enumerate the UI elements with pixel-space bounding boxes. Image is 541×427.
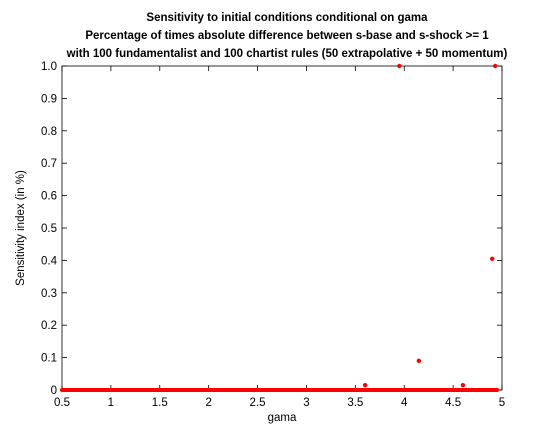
y-tick-label: 0.5 bbox=[41, 223, 57, 235]
y-tick-label: 0.8 bbox=[41, 126, 57, 138]
y-axis: 0 0.1 0.2 0.3 0.4 0.5 0.6 0.7 0.8 0.9 1.0 bbox=[41, 61, 502, 397]
y-tick-label: 0.1 bbox=[41, 353, 57, 365]
x-tick-label: 4 bbox=[401, 397, 408, 409]
data-point bbox=[490, 256, 495, 261]
chart-title-line-1: Sensitivity to initial conditions condit… bbox=[146, 12, 428, 24]
x-axis: 0.5 1 1.5 2 2.5 3 3.5 4 4.5 5 bbox=[54, 66, 505, 409]
y-axis-label: Sensitivity index (in %) bbox=[15, 170, 27, 286]
data-point bbox=[397, 63, 402, 69]
data-point bbox=[416, 358, 422, 364]
x-tick-label: 4.5 bbox=[445, 397, 461, 409]
y-tick-label: 0.4 bbox=[41, 255, 58, 267]
x-tick-label: 1.5 bbox=[152, 397, 168, 409]
data-series bbox=[60, 63, 500, 392]
x-tick-label: 3.5 bbox=[347, 397, 363, 409]
data-point bbox=[492, 63, 498, 69]
chart-title-line-3: with 100 fundamentalist and 100 chartist… bbox=[66, 48, 508, 60]
data-point bbox=[362, 382, 368, 388]
chart-title-line-2: Percentage of times absolute difference … bbox=[85, 30, 489, 42]
x-tick-label: 0.5 bbox=[54, 397, 70, 409]
y-tick-label: 0 bbox=[51, 385, 57, 397]
x-tick-label: 2.5 bbox=[250, 397, 266, 409]
x-tick-label: 3 bbox=[303, 397, 309, 409]
data-point bbox=[460, 382, 466, 388]
x-tick-label: 1 bbox=[108, 397, 114, 409]
y-tick-label: 1.0 bbox=[41, 61, 57, 73]
y-tick-label: 0.6 bbox=[41, 191, 57, 203]
y-tick-label: 0.7 bbox=[41, 158, 57, 170]
y-tick-label: 0.3 bbox=[41, 288, 57, 300]
x-tick-label: 2 bbox=[205, 397, 211, 409]
x-tick-label: 5 bbox=[499, 397, 505, 409]
y-tick-label: 0.9 bbox=[41, 93, 57, 105]
x-axis-label: gama bbox=[268, 412, 297, 424]
y-tick-label: 0.2 bbox=[41, 320, 57, 332]
